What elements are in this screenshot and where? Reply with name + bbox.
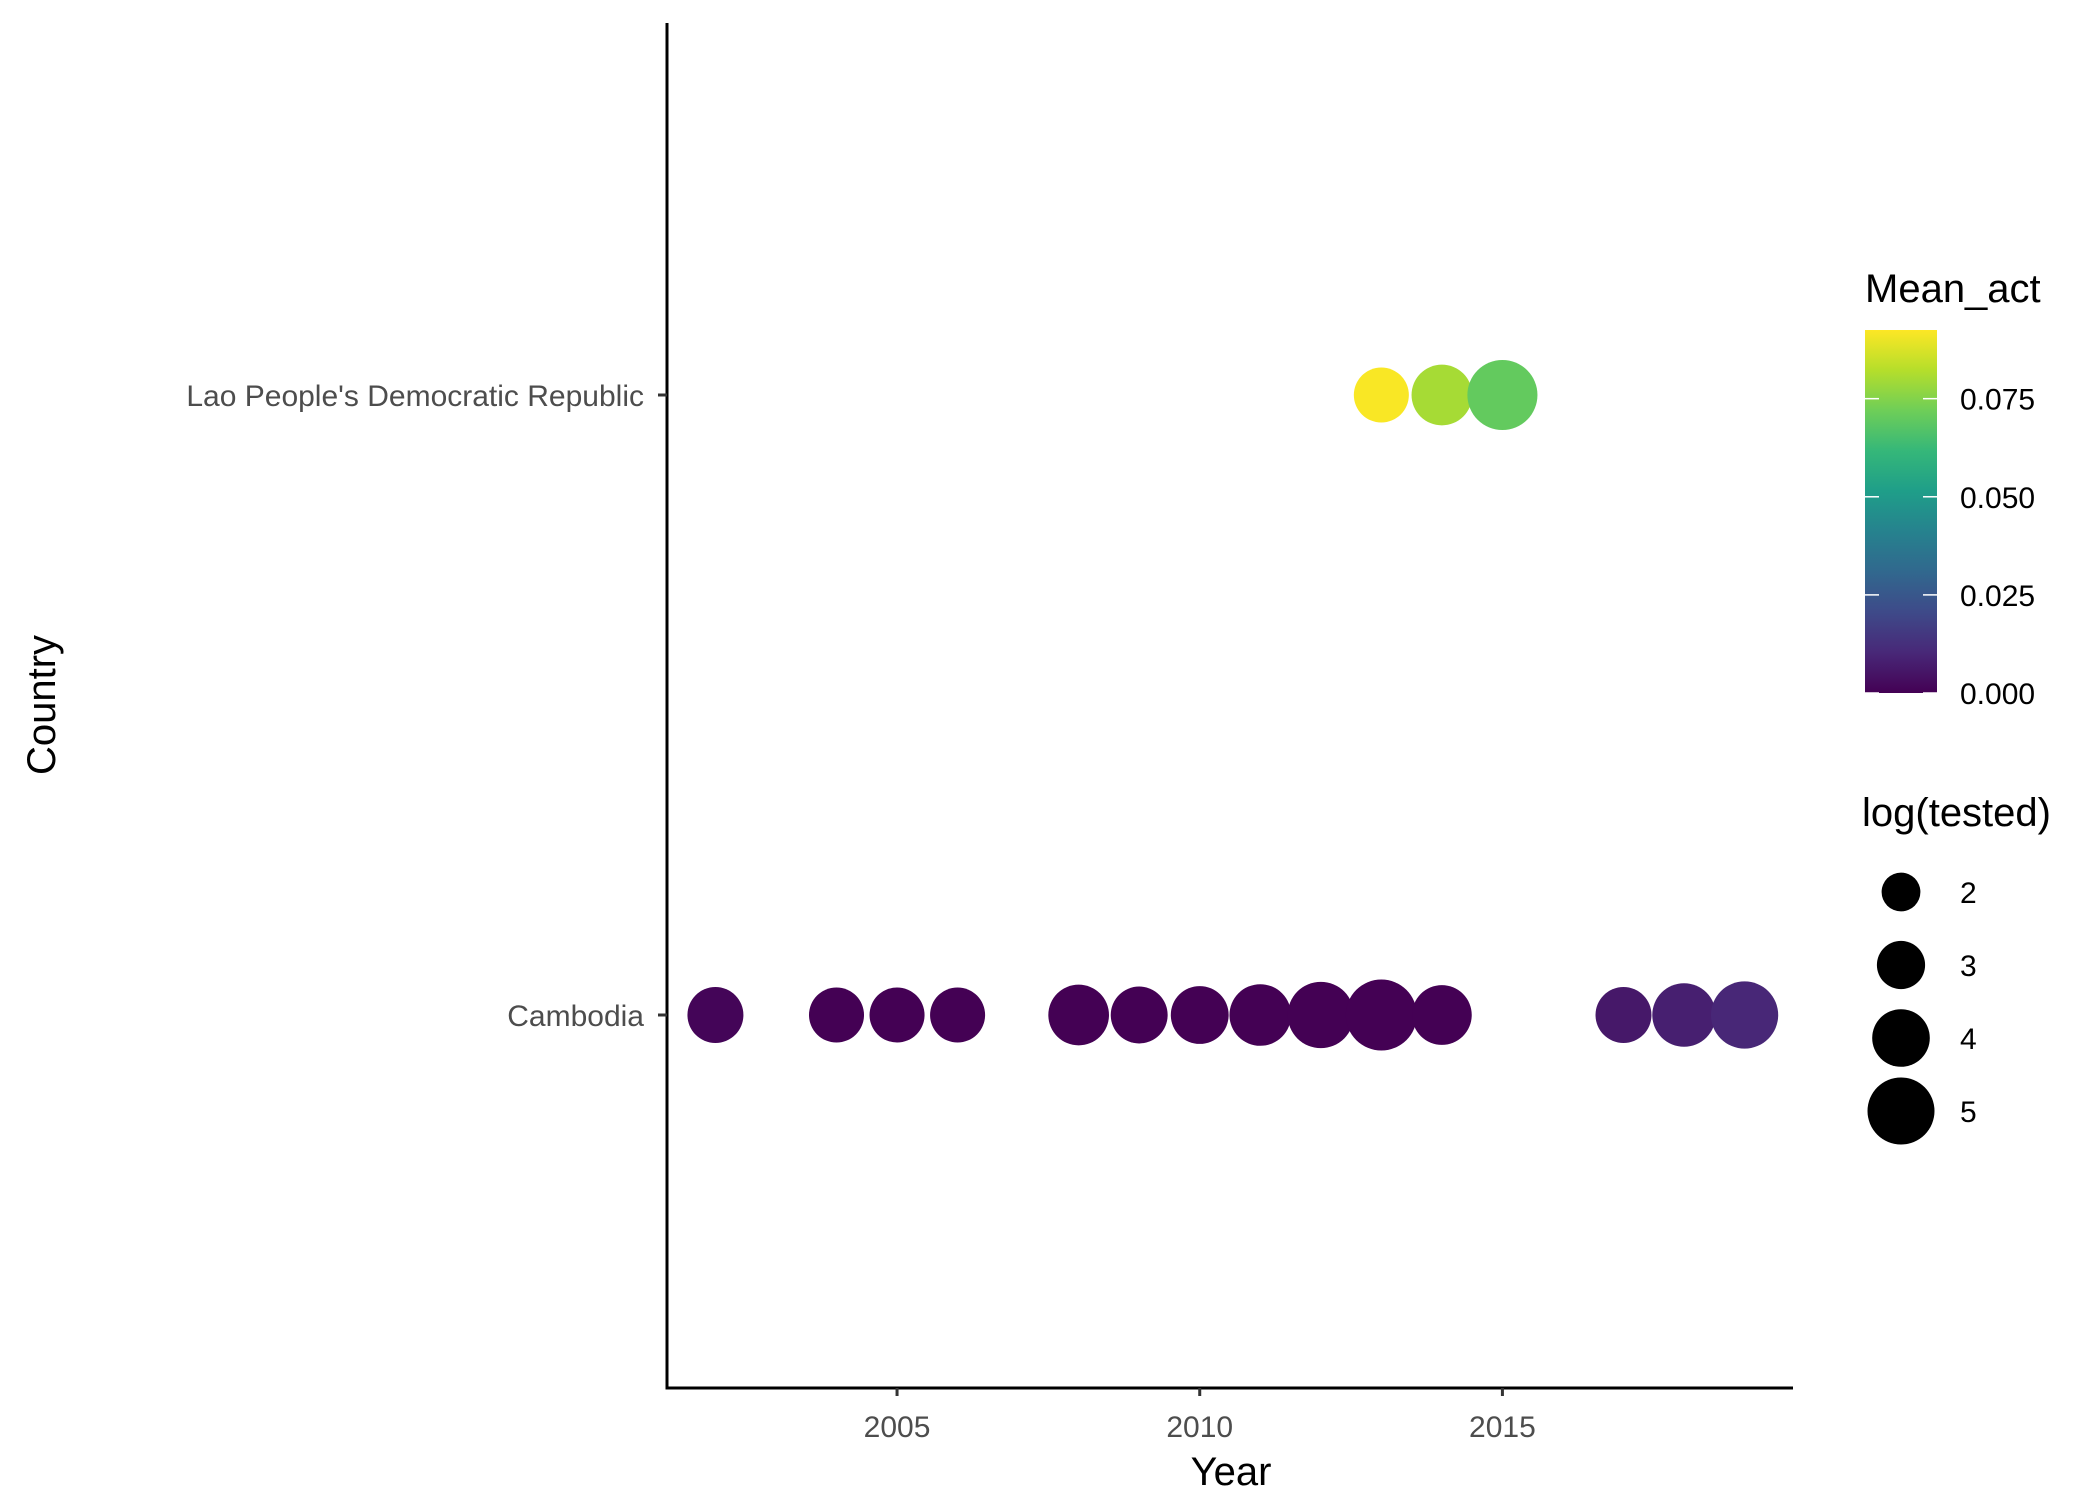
size-legend-label: 3 xyxy=(1960,950,1977,983)
size-legend-label: 4 xyxy=(1960,1023,1977,1056)
color-bar xyxy=(1865,330,1937,693)
data-point xyxy=(869,987,925,1043)
size-breaks: 2 3 4 5 xyxy=(1867,872,1977,1145)
size-legend-label: 2 xyxy=(1960,877,1977,910)
x-ticks: 2005 2010 2015 xyxy=(864,1388,1536,1444)
size-legend-key xyxy=(1867,1077,1935,1145)
data-point xyxy=(1345,979,1417,1051)
data-point xyxy=(1710,981,1779,1049)
data-point xyxy=(808,987,865,1043)
data-point xyxy=(1411,364,1473,426)
y-tick-label: Lao People's Democratic Republic xyxy=(186,380,644,413)
data-point xyxy=(1353,367,1409,423)
color-legend-label: 0.075 xyxy=(1960,384,2035,417)
y-tick-label: Cambodia xyxy=(507,1000,644,1033)
data-point xyxy=(930,987,986,1043)
size-legend-key xyxy=(1876,940,1926,990)
y-ticks: Cambodia Lao People's Democratic Republic xyxy=(186,380,667,1033)
x-axis-title: Year xyxy=(1191,1450,1272,1494)
data-point xyxy=(1170,986,1229,1044)
data-point xyxy=(1412,985,1472,1045)
x-tick-label: 2010 xyxy=(1166,1411,1233,1444)
data-point xyxy=(687,987,744,1043)
size-legend: log(tested) 2 3 4 5 xyxy=(1862,791,2051,1145)
data-point xyxy=(1287,981,1354,1049)
x-tick-label: 2005 xyxy=(864,1411,931,1444)
size-legend-key xyxy=(1881,872,1921,912)
color-legend-title: Mean_act xyxy=(1865,267,2041,311)
data-point xyxy=(1229,984,1292,1046)
size-legend-key xyxy=(1872,1009,1930,1067)
x-tick-label: 2015 xyxy=(1469,1411,1536,1444)
color-legend-label: 0.000 xyxy=(1960,678,2035,711)
points-layer xyxy=(687,359,1779,1051)
y-axis-title: Country xyxy=(20,635,64,775)
size-legend-label: 5 xyxy=(1960,1096,1977,1129)
color-legend: Mean_act 0.000 0.025 0.050 0.075 xyxy=(1865,267,2041,711)
color-legend-label: 0.025 xyxy=(1960,580,2035,613)
data-point xyxy=(1652,983,1716,1047)
color-breaks: 0.000 0.025 0.050 0.075 xyxy=(1865,384,2035,711)
data-point xyxy=(1048,984,1109,1046)
size-legend-title: log(tested) xyxy=(1862,791,2051,835)
color-legend-label: 0.050 xyxy=(1960,482,2035,515)
data-point xyxy=(1595,987,1652,1043)
data-point xyxy=(1467,359,1538,431)
data-point xyxy=(1110,986,1168,1044)
